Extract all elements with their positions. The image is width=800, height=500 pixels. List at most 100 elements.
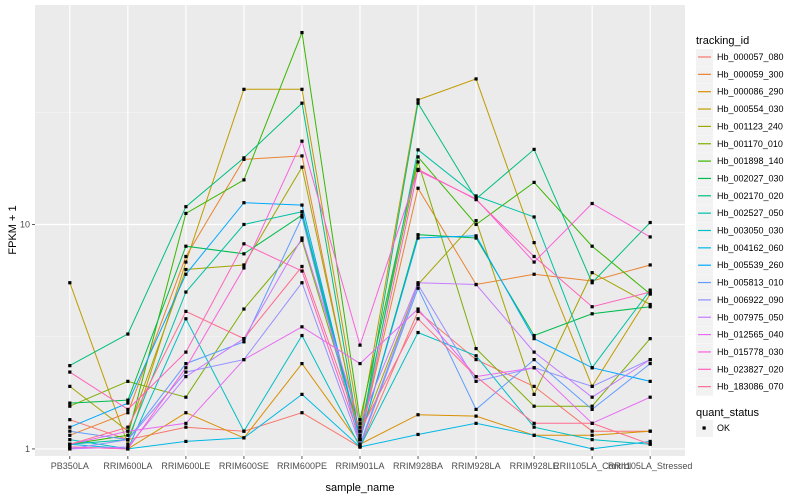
- data-point: [358, 418, 362, 422]
- data-point: [590, 429, 594, 433]
- legend-label: Hb_005813_010: [717, 278, 784, 288]
- data-point: [68, 401, 72, 405]
- data-point: [590, 384, 594, 388]
- data-point: [126, 425, 130, 429]
- legend-label: Hb_183086_070: [717, 382, 784, 392]
- shape-legend-label: OK: [717, 423, 730, 433]
- data-point: [126, 429, 130, 433]
- data-point: [358, 433, 362, 437]
- data-point: [126, 447, 130, 451]
- data-point: [474, 234, 478, 238]
- data-point: [184, 290, 188, 294]
- data-point: [416, 233, 420, 237]
- data-point: [126, 401, 130, 405]
- data-point: [184, 211, 188, 216]
- data-point: [300, 238, 304, 242]
- x-tick-label: RRIM928LE: [510, 461, 559, 471]
- data-point: [126, 433, 130, 437]
- legend-label: Hb_000059_300: [717, 69, 784, 79]
- data-point: [68, 281, 72, 285]
- data-point: [590, 421, 594, 425]
- data-point: [300, 30, 304, 35]
- data-point: [300, 269, 304, 273]
- data-point: [474, 346, 478, 351]
- data-point: [242, 87, 246, 91]
- data-point: [68, 418, 72, 422]
- data-point: [184, 267, 188, 272]
- data-point: [416, 186, 420, 190]
- data-point: [68, 438, 72, 442]
- data-point: [184, 350, 188, 354]
- data-point: [300, 203, 304, 207]
- data-point: [416, 309, 420, 313]
- data-point: [242, 178, 246, 182]
- data-point: [300, 210, 304, 214]
- x-tick-label: RRIM928BA: [393, 461, 443, 471]
- data-point: [242, 222, 246, 227]
- data-point: [184, 411, 188, 415]
- data-point: [242, 242, 246, 246]
- data-point: [300, 101, 304, 105]
- major-gridlines: [35, 5, 685, 456]
- data-point: [184, 272, 188, 276]
- data-point: [242, 266, 246, 270]
- data-point: [416, 167, 420, 171]
- legend-label: Hb_002527_050: [717, 208, 784, 218]
- data-point: [358, 361, 362, 366]
- data-point: [184, 425, 188, 429]
- legend-label: Hb_023827_020: [717, 364, 784, 374]
- data-point: [648, 361, 652, 366]
- data-point: [532, 333, 536, 338]
- data-point: [416, 101, 420, 105]
- data-point: [416, 155, 420, 159]
- data-point: [242, 263, 246, 267]
- data-point: [68, 364, 72, 368]
- data-point: [474, 374, 478, 379]
- data-point: [184, 260, 188, 264]
- legend-label: Hb_002027_030: [717, 173, 784, 183]
- data-point: [416, 160, 420, 164]
- y-axis: 1 10: [20, 219, 35, 454]
- data-point: [648, 302, 652, 307]
- data-point: [532, 384, 536, 388]
- data-point: [648, 263, 652, 267]
- x-axis: PB350LA RRIM600LA RRIM600LE RRIM600SE RRIM60…: [51, 456, 692, 471]
- legend-label: Hb_003050_030: [717, 226, 784, 236]
- data-point: [590, 407, 594, 411]
- data-point: [126, 442, 130, 446]
- data-point: [300, 281, 304, 285]
- data-point: [532, 215, 536, 219]
- y-tick-label: 10: [20, 219, 30, 229]
- data-point: [358, 436, 362, 440]
- legend-label: Hb_005539_260: [717, 260, 784, 270]
- data-point: [648, 290, 652, 294]
- data-point: [474, 358, 478, 362]
- data-point: [358, 425, 362, 429]
- data-point: [358, 438, 362, 442]
- data-point: [416, 317, 420, 321]
- data-point: [300, 139, 304, 143]
- x-tick-label: RRIM928LA: [452, 461, 501, 471]
- data-point: [358, 444, 362, 448]
- data-point: [300, 213, 304, 217]
- data-point: [184, 395, 188, 399]
- data-point: [300, 87, 304, 91]
- data-point: [126, 445, 130, 449]
- data-point: [648, 358, 652, 362]
- data-point: [416, 286, 420, 290]
- data-point: [184, 439, 188, 444]
- data-point: [474, 236, 478, 240]
- data-point: [648, 395, 652, 399]
- data-point: [416, 432, 420, 437]
- legend-label: Hb_000086_290: [717, 87, 784, 97]
- data-point: [590, 433, 594, 437]
- x-axis-title: sample_name: [325, 482, 394, 494]
- legend-label: Hb_000554_030: [717, 104, 784, 114]
- data-point: [126, 438, 130, 442]
- data-point: [590, 366, 594, 370]
- data-point: [532, 272, 536, 276]
- data-point: [300, 236, 304, 240]
- data-point: [532, 425, 536, 429]
- data-point: [590, 305, 594, 309]
- data-point: [184, 244, 188, 248]
